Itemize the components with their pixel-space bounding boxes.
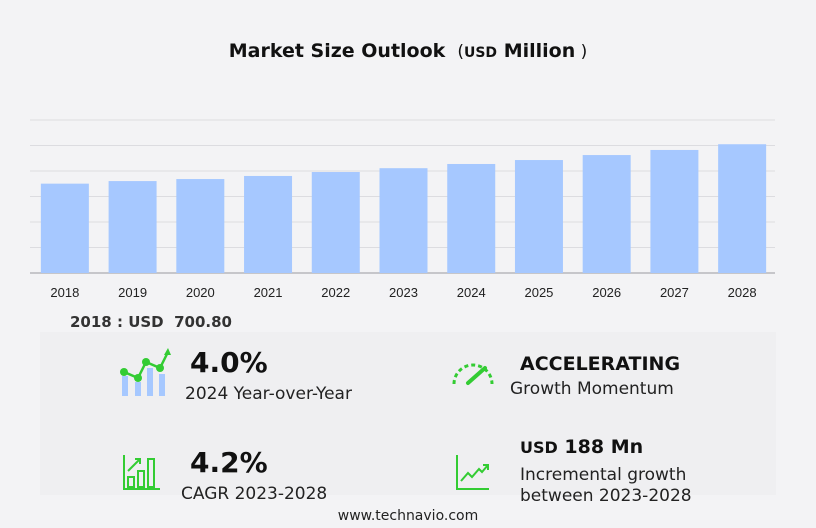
x-tick-label: 2027 [660, 285, 689, 300]
momentum-value: ACCELERATING [520, 353, 681, 375]
bar-2020 [176, 179, 225, 273]
incremental-amount: 188 Mn [564, 436, 644, 458]
x-tick-label: 2022 [321, 285, 350, 300]
bar-2027 [650, 149, 699, 273]
bar-2018 [40, 183, 89, 273]
incremental-value: USD 188 Mn [520, 436, 643, 458]
x-tick-label: 2023 [389, 285, 418, 300]
incremental-prefix: USD [520, 438, 558, 457]
unit-text: Million [503, 40, 576, 62]
paren-close: ) [575, 42, 588, 62]
yoy-value: 4.0% [190, 346, 268, 379]
x-axis-labels: 2018 2019 2020 2021 2022 2023 2024 2025 2026 2027… [50, 285, 756, 300]
bar-2023 [379, 168, 428, 273]
bar-chart: 2018 2019 2020 2021 2022 2023 2024 2025 2026 2027… [30, 119, 775, 300]
bar-growth-icon [123, 455, 160, 490]
unit-prefix: USD [463, 45, 498, 61]
base-label: 2018 : USD [70, 313, 164, 331]
x-tick-label: 2018 [50, 285, 79, 300]
footer-url: www.technavio.com [337, 508, 479, 524]
x-tick-label: 2021 [254, 285, 283, 300]
momentum-label: Growth Momentum [510, 379, 674, 399]
bar-2025 [514, 160, 563, 273]
paren-open: ( [451, 42, 464, 62]
bar-2022 [311, 172, 360, 273]
stats-panel [40, 332, 776, 495]
cagr-value: 4.2% [190, 446, 268, 479]
bar-2019 [108, 181, 157, 273]
trend-line-icon [456, 455, 489, 490]
x-tick-label: 2025 [524, 285, 553, 300]
x-tick-label: 2026 [592, 285, 621, 300]
bar-2028 [718, 144, 767, 273]
cagr-label: CAGR 2023-2028 [181, 484, 328, 504]
x-tick-label: 2019 [118, 285, 147, 300]
incremental-label-1: Incremental growth [520, 465, 687, 485]
bar-2026 [582, 155, 631, 273]
x-tick-label: 2024 [457, 285, 486, 300]
x-tick-label: 2028 [728, 285, 757, 300]
yoy-label: 2024 Year-over-Year [185, 384, 352, 404]
speedometer-icon [452, 363, 494, 385]
bar-2021 [244, 175, 293, 273]
title-text: Market Size Outlook [228, 40, 446, 62]
x-tick-label: 2020 [186, 285, 215, 300]
base-year-value: 2018 : USD 700.80 [70, 313, 232, 331]
base-value: 700.80 [174, 313, 232, 331]
chart-title: Market Size Outlook (USD Million ) [0, 40, 816, 62]
bar-2024 [447, 163, 496, 273]
incremental-label-2: between 2023-2028 [520, 486, 692, 506]
growth-chart-icon [120, 348, 171, 396]
bars [40, 144, 767, 273]
